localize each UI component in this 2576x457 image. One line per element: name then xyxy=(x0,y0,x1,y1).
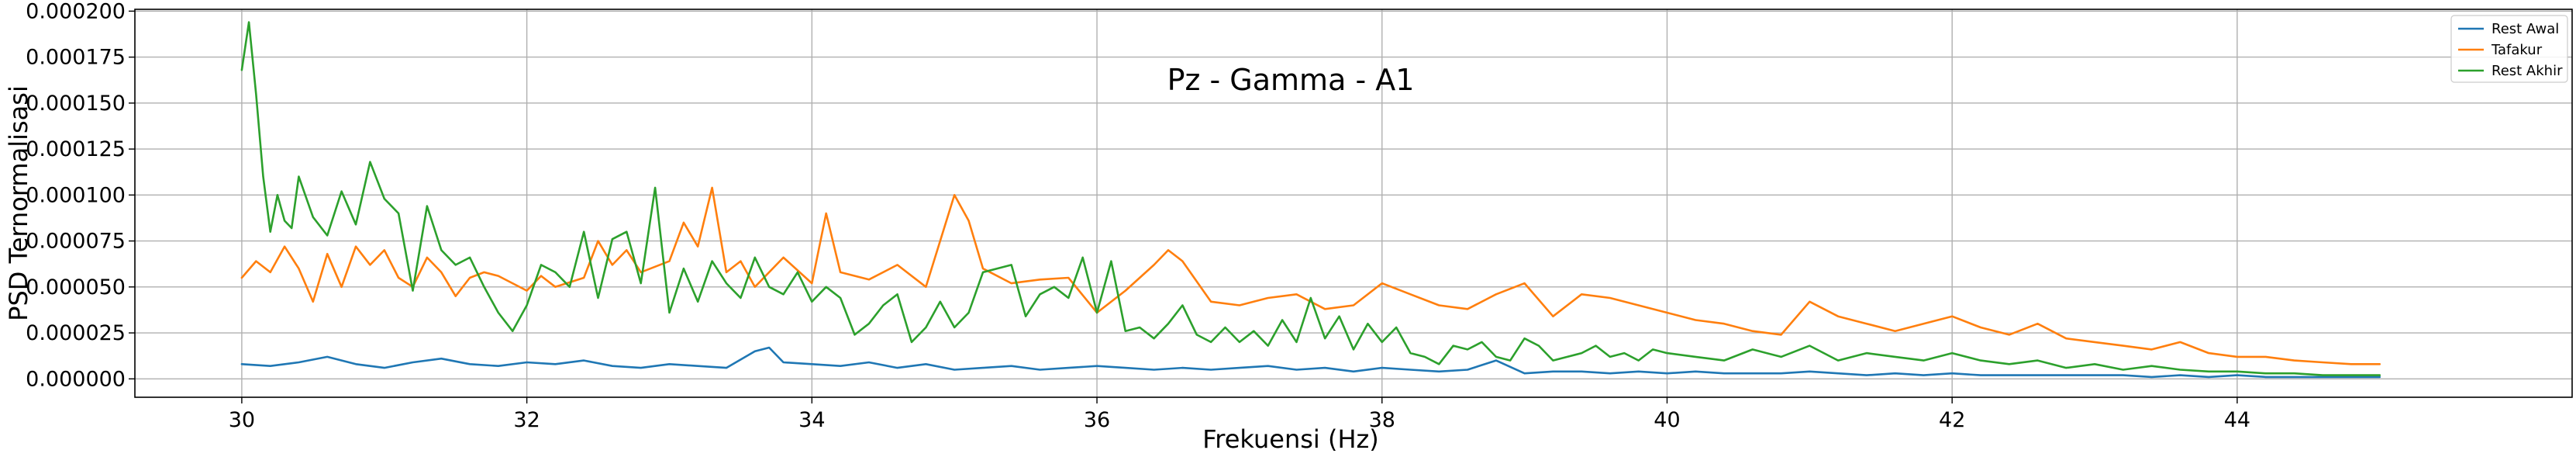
y-tick-label: 0.000150 xyxy=(26,92,126,116)
legend: Rest Awal Tafakur Rest Akhir xyxy=(2450,15,2568,83)
tick-layer: 30 32 34 36 38 40 42 44 0.000000 0.000025 0.000050… xyxy=(26,0,2250,432)
y-axis-title: PSD Ternormalisasi xyxy=(4,85,33,321)
legend-label: Rest Awal xyxy=(2492,21,2559,37)
x-tick-label: 30 xyxy=(229,408,255,432)
y-tick-label: 0.000200 xyxy=(26,0,126,23)
legend-box xyxy=(2450,15,2568,83)
x-tick-label: 32 xyxy=(513,408,540,432)
y-tick-label: 0.000100 xyxy=(26,183,126,207)
y-tick-label: 0.000125 xyxy=(26,137,126,161)
legend-label: Rest Akhir xyxy=(2492,63,2563,79)
series-line-rest-awal xyxy=(240,346,2381,379)
x-tick-label: 42 xyxy=(1939,408,1965,432)
series-line-tafakur xyxy=(240,186,2381,365)
y-tick-label: 0.000075 xyxy=(26,230,126,254)
x-tick-label: 38 xyxy=(1369,408,1395,432)
y-tick-label: 0.000050 xyxy=(26,275,126,299)
x-axis-title: Frekuensi (Hz) xyxy=(1202,424,1379,454)
y-tick-label: 0.000175 xyxy=(26,46,126,70)
y-tick-label: 0.000000 xyxy=(26,367,126,391)
grid-layer xyxy=(135,9,2572,397)
plot-frame xyxy=(134,9,2573,398)
series-layer xyxy=(240,21,2381,379)
x-tick-label: 40 xyxy=(1654,408,1680,432)
chart-title: Pz - Gamma - A1 xyxy=(1167,63,1415,97)
x-tick-label: 44 xyxy=(2224,408,2250,432)
series-line-rest-akhir xyxy=(240,21,2381,376)
x-tick-label: 36 xyxy=(1084,408,1110,432)
legend-label: Tafakur xyxy=(2491,42,2543,58)
y-tick-label: 0.000025 xyxy=(26,321,126,345)
x-tick-label: 34 xyxy=(798,408,825,432)
